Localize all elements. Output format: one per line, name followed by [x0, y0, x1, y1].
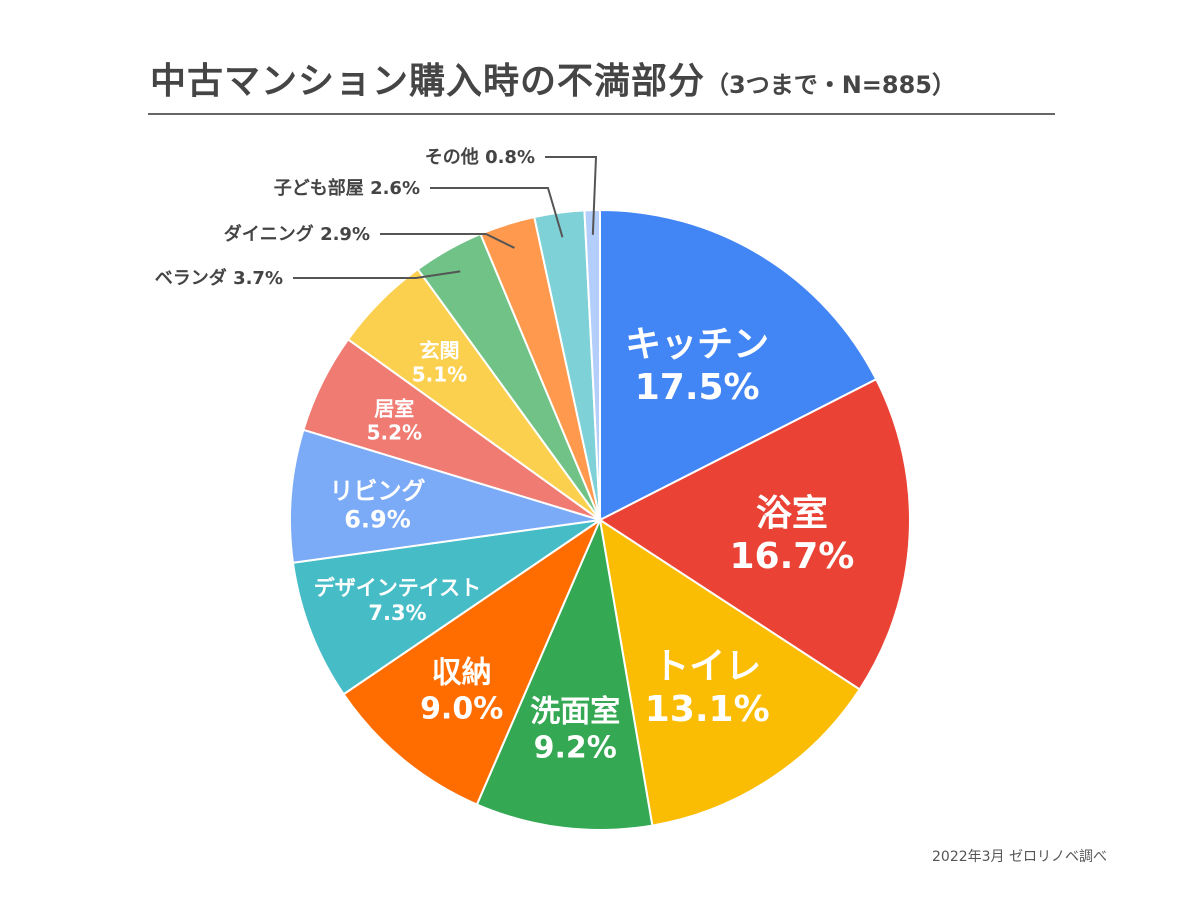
- outside-slice-label: ベランダ 3.7%: [155, 267, 283, 289]
- slice-label: トイレ: [653, 646, 761, 687]
- leader-lines: [293, 156, 598, 279]
- slice-label: キッチン: [625, 324, 769, 365]
- outside-slice-label: ダイニング 2.9%: [224, 223, 370, 245]
- chart-subtitle: （3つまで・N=885）: [705, 71, 957, 99]
- slice-value-label: 5.2%: [367, 420, 422, 444]
- leader-line: [380, 233, 515, 249]
- chart-title: 中古マンション購入時の不満部分（3つまで・N=885）: [150, 52, 1055, 104]
- slice-value-label: 9.2%: [534, 731, 617, 766]
- slice-label: デザインテイスト: [314, 576, 481, 600]
- outside-slice-label: 子ども部屋 2.6%: [274, 177, 420, 199]
- source-note: 2022年3月 ゼロリノベ調べ: [932, 849, 1107, 865]
- leader-line: [293, 270, 461, 279]
- pie-slice-12: [583, 208, 601, 521]
- slice-value-label: 17.5%: [635, 367, 760, 408]
- outside-slice-label: その他 0.8%: [425, 146, 535, 168]
- slice-value-label: 7.3%: [368, 601, 426, 625]
- leader-line: [545, 156, 598, 235]
- pie-slice-0: [599, 208, 878, 522]
- title-underline: [148, 113, 1055, 115]
- slice-label: 玄関: [419, 338, 459, 362]
- slice-label: 収納: [432, 656, 492, 691]
- pie-slice-3: [475, 516, 654, 831]
- leader-line: [430, 187, 564, 238]
- slice-label: 居室: [374, 396, 414, 420]
- pie-slices: [289, 208, 911, 831]
- slice-label: リビング: [329, 477, 425, 505]
- pie-slice-1: [598, 377, 911, 691]
- chart-title-main: 中古マンション購入時の不満部分: [150, 61, 706, 102]
- slice-label: 浴室: [756, 493, 828, 534]
- slice-value-label: 5.1%: [412, 362, 467, 386]
- pie-slice-2: [598, 517, 862, 827]
- slice-value-label: 16.7%: [729, 536, 854, 577]
- pie-slice-6: [289, 428, 601, 564]
- slice-label: 洗面室: [530, 695, 620, 730]
- slice-value-label: 9.0%: [420, 692, 503, 727]
- slice-value-label: 6.9%: [344, 506, 411, 534]
- pie-slice-5: [291, 519, 601, 696]
- pie-slice-4: [342, 517, 603, 806]
- slice-value-label: 13.1%: [645, 689, 770, 730]
